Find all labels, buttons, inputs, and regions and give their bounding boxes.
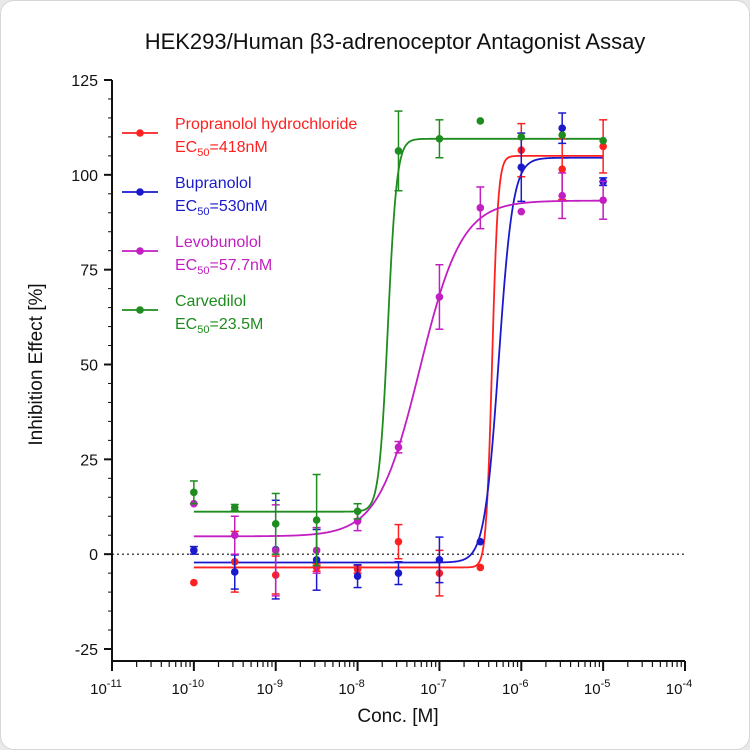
data-point-bupranolol (353, 572, 362, 580)
y-tick-label: 100 (71, 168, 98, 185)
legend-item-propranolol-hydrochloride: Propranolol hydrochloride EC50=418nM (122, 116, 357, 159)
legend-series-name: Carvedilol (175, 293, 246, 310)
legend-swatch-marker (136, 247, 144, 255)
x-tick-label: 10-8 (338, 678, 364, 698)
data-point-levobunolol (230, 531, 239, 539)
data-point-bupranolol (190, 546, 198, 555)
y-tick-label: 25 (80, 452, 98, 469)
legend-item-bupranolol: Bupranolol EC50=530nM (122, 175, 268, 218)
data-point-propranolol-hydrochloride (190, 578, 198, 587)
data-point-carvedilol (312, 516, 321, 524)
data-point-bupranolol (230, 568, 239, 576)
legend-ec50-label: EC50=530nM (175, 198, 268, 218)
data-point-carvedilol (435, 134, 444, 143)
data-point-bupranolol (476, 537, 485, 546)
fit-curve-bupranolol (193, 156, 604, 564)
legend-ec50-label: EC50=57.7nM (175, 257, 272, 277)
data-point-carvedilol (599, 136, 607, 145)
data-point-bupranolol (558, 124, 566, 132)
legend-swatch-marker (136, 129, 144, 137)
data-point-bupranolol (517, 163, 526, 172)
legend-swatch-marker (136, 188, 144, 196)
data-point-carvedilol (517, 133, 526, 141)
data-point-carvedilol (558, 131, 566, 139)
y-tick-label: 50 (80, 358, 98, 375)
legend-series-name: Bupranolol (175, 175, 252, 192)
x-tick-label: 10-5 (584, 678, 610, 698)
data-point-propranolol-hydrochloride (599, 142, 607, 151)
data-point-levobunolol (435, 293, 444, 301)
axes: 125 100 75 50 25 0 -25 10-11 10-10 10-9 10-8 10-7 10… (71, 73, 692, 698)
data-point-carvedilol (230, 503, 239, 512)
data-point-propranolol-hydrochloride (476, 563, 485, 572)
y-tick-label: 75 (80, 263, 98, 280)
y-tick-label: 0 (89, 547, 98, 564)
data-point-propranolol-hydrochloride (394, 537, 403, 546)
legend-item-carvedilol: Carvedilol EC50=23.5M (122, 293, 263, 336)
x-tick-label: 10-9 (256, 678, 282, 698)
data-point-carvedilol (353, 507, 362, 516)
legend-series-name: Levobunolol (175, 234, 261, 251)
x-axis-label: Conc. [M] (357, 706, 438, 727)
legend: Propranolol hydrochloride EC50=418nM Bupra… (122, 116, 357, 336)
legend-ec50-label: EC50=23.5M (175, 316, 263, 336)
y-tick-label: 125 (71, 73, 98, 90)
legend-swatch-marker (136, 306, 144, 314)
legend-item-levobunolol: Levobunolol EC50=57.7nM (122, 234, 272, 277)
fit-curve-propranolol-hydrochloride (193, 154, 604, 569)
y-axis-label: Inhibition Effect [%] (26, 283, 47, 445)
x-tick-label: 10-10 (172, 678, 205, 698)
fit-curve-levobunolol (193, 199, 604, 538)
data-point-propranolol-hydrochloride (558, 165, 566, 173)
data-point-carvedilol (271, 520, 280, 528)
y-tick-label: -25 (75, 642, 98, 659)
legend-ec50-label: EC50=418nM (175, 139, 268, 159)
x-tick-label: 10-11 (90, 678, 122, 698)
data-point-levobunolol (558, 191, 566, 200)
data-point-bupranolol (435, 556, 444, 564)
legend-series-name: Propranolol hydrochloride (175, 116, 357, 133)
data-point-carvedilol (476, 117, 485, 125)
x-tick-label: 10-4 (666, 678, 692, 698)
x-tick-label: 10-6 (502, 678, 528, 698)
data-point-bupranolol (394, 569, 403, 577)
x-tick-label: 10-7 (420, 678, 446, 698)
data-point-carvedilol (394, 147, 403, 155)
data-point-levobunolol (394, 443, 403, 451)
data-points (189, 110, 608, 600)
data-point-levobunolol (476, 204, 485, 212)
data-point-levobunolol (517, 207, 526, 216)
chart-title: HEK293/Human β3-adrenoceptor Antagonist … (145, 29, 646, 54)
data-point-levobunolol (599, 196, 607, 205)
data-point-carvedilol (190, 488, 198, 497)
